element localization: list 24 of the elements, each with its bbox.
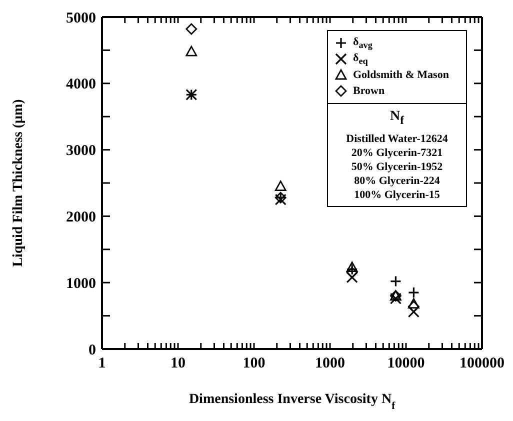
legend-label: δ$_{avg}$: [353, 36, 372, 50]
annotation: 100% Glycerin-15: [353, 188, 441, 202]
x-tick-label: 100: [242, 356, 266, 372]
y-tick-label: 3000: [66, 143, 96, 160]
x-axis-title: Dimensionless Inverse Viscosity N$_{f}$: [188, 392, 396, 412]
y-tick-label: 2000: [66, 210, 96, 226]
y-axis-title: Liquid Film Thickness (μm): [11, 98, 26, 267]
x-tick-label: 1: [98, 356, 106, 372]
y-tick-label: 5000: [66, 10, 96, 26]
annotation: N$_{f}$: [388, 109, 406, 128]
x-tick-label: 1000: [315, 356, 345, 372]
legend-label: δ$_{eq}$: [353, 52, 368, 66]
y-tick-label: 4000: [66, 76, 96, 93]
y-tick-label: 1000: [66, 276, 96, 292]
x-tick-label: 10000: [387, 356, 425, 372]
annotation: 20% Glycerin-7321: [350, 146, 444, 160]
legend-label: Brown: [353, 85, 385, 97]
x-tick-label: 100000: [460, 356, 504, 372]
y-tick-label: 0: [88, 342, 96, 358]
annotation: 50% Glycerin-1952: [350, 160, 444, 174]
legend-label: Goldsmith & Mason: [353, 69, 449, 81]
x-tick-label: 10: [170, 356, 186, 372]
annotation: 80% Glycerin-224: [353, 174, 441, 188]
annotation: Distilled Water-12624: [345, 132, 449, 146]
